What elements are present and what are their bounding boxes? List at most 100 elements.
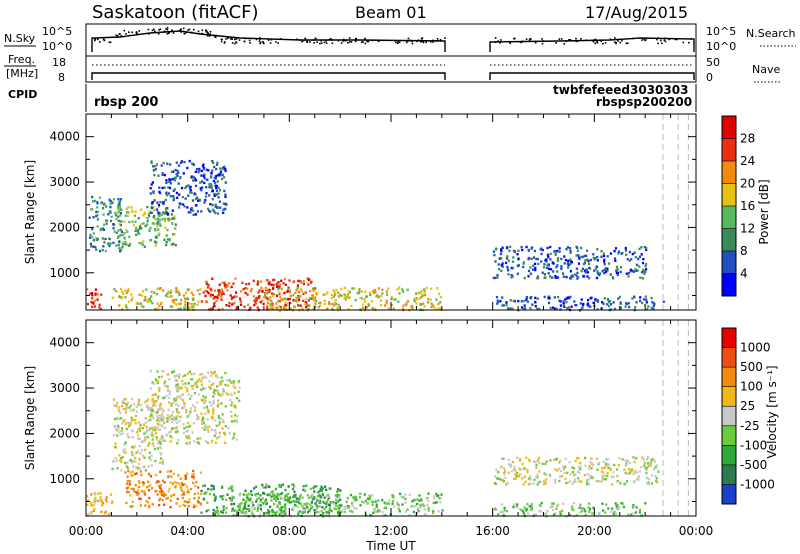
range-cell-1-5 (421, 503, 424, 506)
range-cell-1-3 (139, 497, 142, 501)
range-cell-0-5 (200, 300, 203, 303)
range-cell-0-3 (190, 175, 193, 178)
range-cell-0-3 (178, 206, 181, 209)
range-cell-0-1 (108, 237, 111, 241)
range-cell-1-2 (212, 395, 215, 398)
range-cell-1-2 (226, 379, 229, 382)
nsky-point (627, 42, 629, 44)
range-cell-0-7 (589, 305, 592, 308)
range-cell-0-5 (276, 284, 279, 287)
range-cell-0-8 (588, 266, 591, 270)
range-cell-1-6 (543, 472, 546, 475)
range-cell-0-2 (124, 240, 127, 244)
range-cell-1-4 (325, 488, 328, 491)
range-cell-0-2 (123, 236, 126, 239)
range-cell-0-8 (497, 263, 500, 266)
range-cell-1-4 (214, 496, 217, 500)
nsky-point (329, 37, 332, 40)
range-cell-1-4 (248, 509, 251, 512)
range-cell-0-5 (275, 282, 278, 286)
range-cell-0-1 (118, 240, 121, 244)
range-cell-0-8 (543, 273, 546, 276)
range-cell-1-4 (225, 507, 228, 510)
range-cell-0-8 (603, 268, 606, 271)
range-cell-1-2 (152, 404, 155, 407)
range-cell-1-2 (223, 441, 227, 444)
nsky-point (131, 31, 133, 34)
range-cell-1-1 (131, 445, 134, 449)
range-cell-0-4 (182, 294, 186, 297)
range-cell-1-1 (129, 423, 132, 427)
range-cell-0-3 (150, 211, 153, 214)
range-cell-0-6 (303, 291, 306, 295)
range-cell-1-4 (231, 489, 234, 492)
range-cell-1-2 (193, 372, 196, 376)
range-cell-0-4 (191, 298, 195, 301)
range-cell-1-7 (551, 502, 554, 505)
range-cell-1-4 (321, 492, 324, 496)
range-cell-0-7 (534, 296, 537, 300)
range-cell-1-6 (568, 461, 571, 464)
range-cell-1-1 (132, 446, 135, 449)
range-cell-1-4 (327, 496, 330, 500)
range-cell-0-7 (554, 307, 557, 310)
colorbar-tick-label: 16 (740, 199, 755, 213)
range-cell-0-1 (95, 210, 98, 214)
range-cell-0-3 (177, 171, 180, 175)
range-cell-0-5 (212, 302, 216, 306)
range-cell-1-2 (221, 379, 224, 383)
range-cell-1-6 (514, 473, 517, 476)
range-cell-0-5 (233, 301, 236, 305)
range-cell-1-4 (321, 513, 324, 516)
range-cell-0-4 (167, 290, 170, 294)
range-cell-1-6 (633, 479, 636, 483)
range-cell-1-6 (588, 483, 591, 486)
range-cell-0-8 (517, 257, 520, 260)
range-cell-1-2 (215, 389, 218, 392)
range-cell-0-5 (268, 291, 271, 294)
nsky-point (497, 40, 499, 42)
range-cell-1-1 (123, 397, 126, 401)
range-cell-0-8 (617, 252, 620, 255)
nsky-point (208, 35, 211, 37)
range-cell-0-3 (207, 207, 210, 211)
range-cell-0-8 (541, 248, 544, 252)
range-cell-0-4 (158, 287, 161, 291)
range-cell-0-5 (266, 301, 270, 304)
nsky-point (115, 34, 117, 37)
range-cell-0-6 (313, 296, 316, 299)
range-cell-1-3 (166, 496, 169, 500)
range-cell-0-3 (213, 194, 216, 197)
range-cell-1-2 (159, 441, 162, 444)
range-cell-0-2 (171, 222, 174, 225)
range-cell-1-5 (282, 512, 285, 515)
range-cell-1-1 (119, 411, 122, 414)
range-cell-0-4 (184, 291, 188, 295)
range-cell-0-2 (128, 235, 131, 239)
range-cell-1-1 (147, 429, 151, 432)
range-cell-0-7 (559, 304, 562, 307)
colorbar-frame (721, 327, 737, 505)
range-cell-0-1 (109, 219, 113, 223)
range-cell-1-6 (522, 483, 525, 486)
range-cell-0-5 (243, 305, 246, 308)
range-cell-1-4 (202, 497, 205, 500)
range-cell-1-3 (148, 496, 151, 500)
range-cell-1-4 (315, 511, 318, 514)
range-cell-1-6 (523, 475, 526, 478)
range-cell-0-5 (280, 287, 283, 290)
range-cell-1-1 (121, 456, 124, 459)
nsky-point (569, 39, 572, 41)
range-cell-0-2 (128, 244, 131, 247)
range-cell-1-1 (145, 405, 148, 408)
nsky-point (421, 40, 424, 43)
range-cell-0-6 (362, 303, 365, 306)
range-cell-1-7 (559, 511, 562, 514)
range-cell-1-1 (136, 467, 139, 470)
range-cell-0-6 (266, 291, 269, 295)
nsky-point (364, 42, 367, 45)
range-cell-0-4 (121, 290, 124, 293)
range-cell-1-3 (200, 471, 203, 474)
range-cell-1-6 (528, 458, 531, 461)
range-cell-1-6 (506, 482, 509, 485)
